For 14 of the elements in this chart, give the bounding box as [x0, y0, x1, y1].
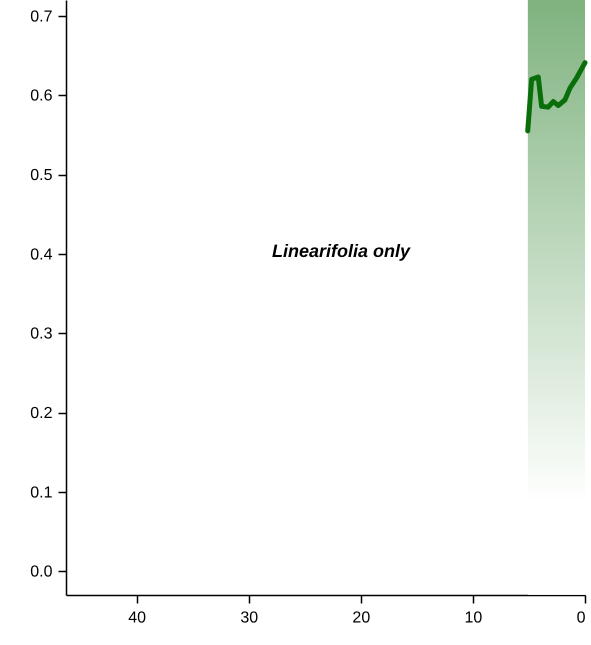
y-tick-label: 0.6: [30, 88, 53, 105]
y-tick-label: 0.7: [30, 8, 53, 26]
x-tick-label: 0: [576, 610, 586, 626]
y-tick-label: 0.5: [30, 167, 53, 184]
x-tick-label: 30: [240, 610, 258, 626]
x-tick-label: 10: [464, 610, 482, 626]
annotation: Linearifolia only: [272, 241, 411, 261]
x-tick-label: 20: [352, 610, 370, 626]
y-tick-label: 0.4: [30, 246, 53, 264]
y-tick-label: 0.0: [30, 564, 53, 581]
y-tick-label: 0.3: [30, 326, 53, 343]
y-tick-label: 0.1: [30, 484, 53, 502]
y-tick-label: 0.2: [30, 405, 53, 422]
x-tick-label: 40: [128, 610, 146, 626]
